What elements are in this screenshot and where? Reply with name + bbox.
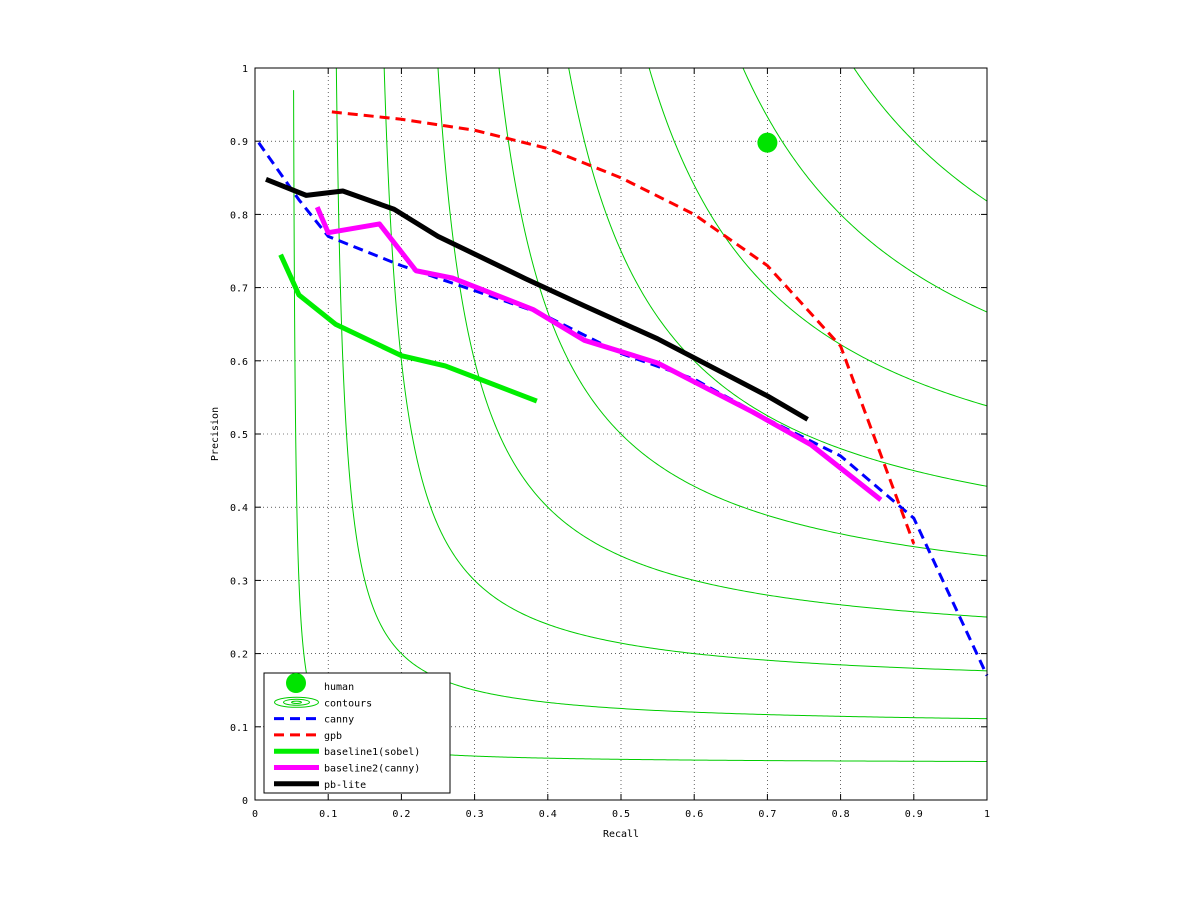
human-marker bbox=[757, 132, 778, 153]
contour-line bbox=[742, 68, 987, 313]
y-tick-label: 0.7 bbox=[230, 284, 248, 295]
legend-label-pb-lite: pb-lite bbox=[324, 780, 366, 791]
x-tick-label: 1 bbox=[984, 809, 990, 820]
contour-line bbox=[648, 68, 987, 407]
legend-label-human: human bbox=[324, 682, 354, 693]
contour-line bbox=[498, 68, 987, 557]
x-tick-label: 0.6 bbox=[685, 809, 703, 820]
legend-label-canny: canny bbox=[324, 715, 354, 726]
x-tick-label: 0.8 bbox=[832, 809, 850, 820]
y-axis-label: Precision bbox=[210, 407, 221, 461]
legend-swatch-human bbox=[286, 673, 306, 693]
x-axis-label: Recall bbox=[603, 829, 639, 840]
legend-swatch-contour-outer bbox=[274, 696, 319, 708]
y-tick-label: 0.1 bbox=[230, 723, 248, 734]
legend-label-contours: contours bbox=[324, 698, 372, 709]
x-tick-label: 0.7 bbox=[758, 809, 776, 820]
legend-label-baseline2-canny: baseline2(canny) bbox=[324, 764, 420, 775]
axis-ticks: 0 0.1 0.2 0.3 0.4 0.5 0.6 0.7 0.8 0.9 1 0 0.1 0.2 0.3 0… bbox=[230, 64, 990, 820]
x-tick-label: 0.9 bbox=[905, 809, 923, 820]
y-tick-label: 1 bbox=[242, 64, 248, 75]
contour-line bbox=[335, 68, 987, 720]
y-tick-label: 0.6 bbox=[230, 357, 248, 368]
pb-lite-line bbox=[265, 176, 809, 422]
y-tick-label: 0.5 bbox=[230, 430, 248, 441]
y-tick-label: 0.8 bbox=[230, 210, 248, 221]
y-tick-label: 0.4 bbox=[230, 503, 248, 514]
baseline2-canny-line bbox=[314, 206, 883, 502]
y-tick-label: 0.3 bbox=[230, 576, 248, 587]
contour-line bbox=[853, 68, 987, 202]
series-layer bbox=[257, 110, 989, 677]
contour-line bbox=[437, 68, 987, 618]
legend-label-gpb: gpb bbox=[324, 731, 342, 742]
y-tick-label: 0 bbox=[242, 796, 248, 807]
legend-label-baseline1-sobel: baseline1(sobel) bbox=[324, 747, 420, 758]
x-tick-label: 0.4 bbox=[539, 809, 557, 820]
legend-swatch-contour-mid bbox=[283, 698, 310, 706]
legend: human contours canny gpb baseline1(sobel) bas… bbox=[263, 672, 451, 794]
x-tick-label: 0.5 bbox=[612, 809, 630, 820]
legend-box bbox=[263, 672, 451, 794]
y-tick-label: 0.9 bbox=[230, 137, 248, 148]
contour-line bbox=[568, 68, 987, 487]
x-tick-label: 0.1 bbox=[319, 809, 337, 820]
legend-swatch-contour-inner bbox=[291, 700, 302, 704]
y-tick-label: 0.2 bbox=[230, 650, 248, 661]
baseline1-sobel-line bbox=[278, 253, 538, 404]
x-tick-label: 0.2 bbox=[392, 809, 410, 820]
contour-line bbox=[383, 68, 987, 672]
x-tick-label: 0.3 bbox=[466, 809, 484, 820]
x-tick-label: 0 bbox=[252, 809, 258, 820]
